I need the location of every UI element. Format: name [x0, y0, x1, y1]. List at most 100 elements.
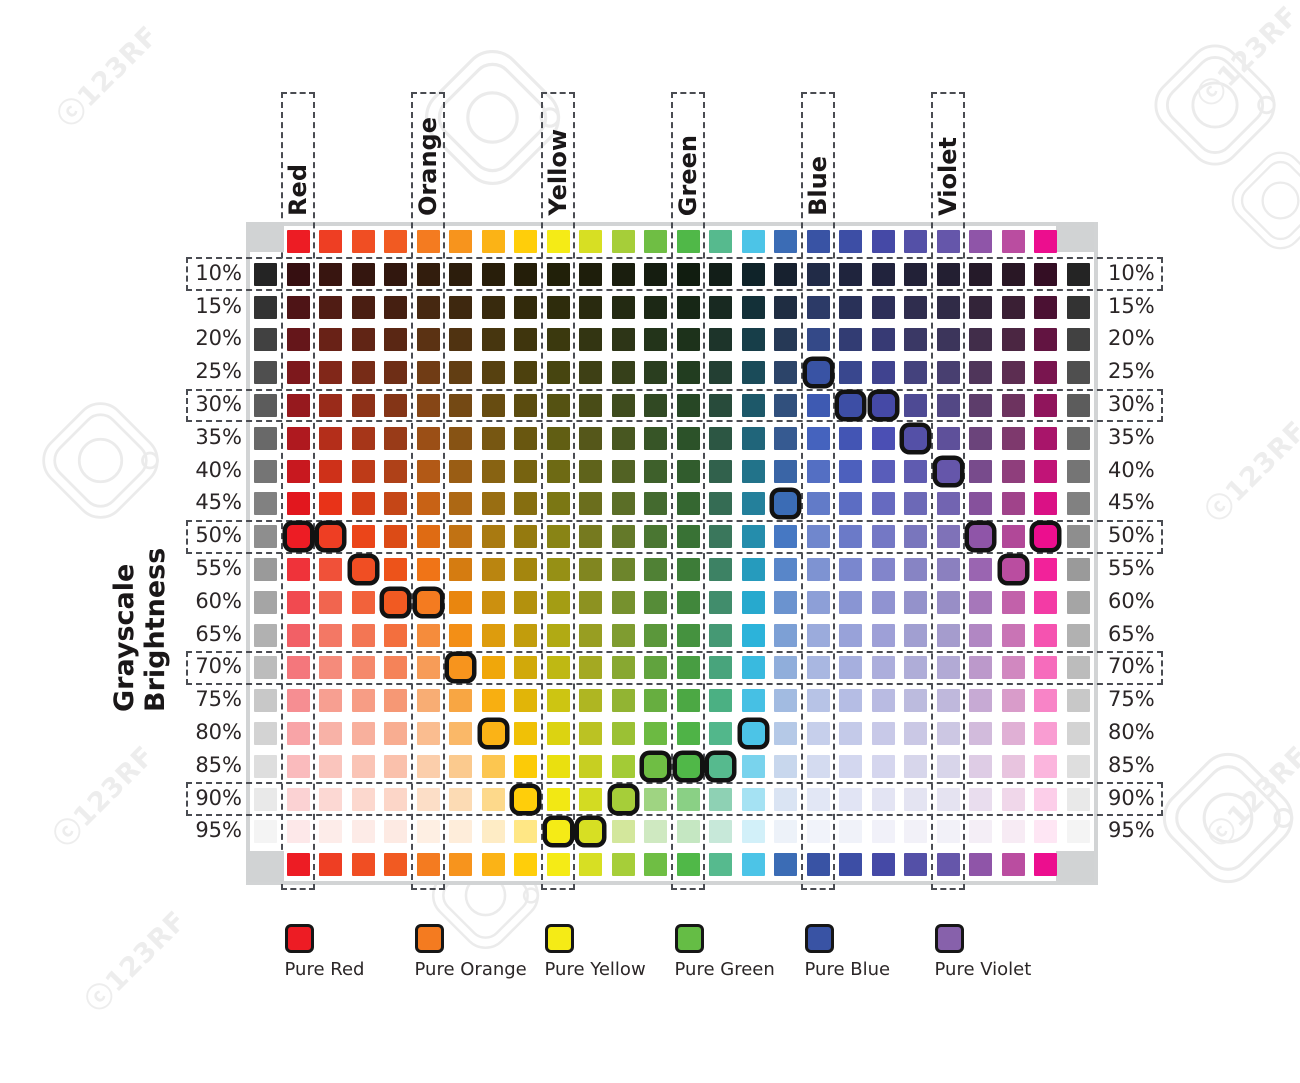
grayscale-cell [1066, 557, 1090, 581]
pure-color-marker-cell [676, 754, 700, 778]
grid-cell [319, 262, 342, 286]
grid-cell [449, 459, 472, 483]
grid-cell [839, 623, 862, 647]
grid-cell [611, 328, 635, 352]
grid-cell [286, 820, 310, 844]
grid-cell [839, 721, 862, 745]
pure-hue-cell [351, 230, 375, 253]
hue-label-green: Green [671, 94, 706, 216]
grid-cell [644, 820, 667, 844]
grid-cell [481, 656, 505, 680]
grid-cell [644, 393, 667, 417]
grid-cell [611, 754, 635, 778]
grid-cell [481, 492, 505, 516]
brightness-label-left-30: 30% [195, 392, 242, 416]
pure-hue-cell [1034, 853, 1057, 877]
grid-cell [286, 689, 310, 713]
grid-cell [741, 426, 765, 450]
grid-cell [481, 361, 505, 385]
grid-cell [514, 328, 537, 352]
grid-cell [579, 754, 602, 778]
grid-cell [936, 787, 960, 811]
brightness-row-guide [186, 782, 1163, 816]
pure-hue-cell [384, 853, 407, 877]
grid-cell [416, 623, 440, 647]
grid-cell [546, 689, 570, 713]
grid-cell [611, 426, 635, 450]
grid-cell [806, 590, 830, 614]
grid-cell [644, 787, 667, 811]
pure-hue-cell [806, 853, 830, 877]
grid-cell [416, 328, 440, 352]
grid-cell [969, 492, 992, 516]
grid-cell [546, 361, 570, 385]
grid-cell [644, 295, 667, 319]
grid-cell [676, 557, 700, 581]
grid-cell [546, 721, 570, 745]
hue-label-orange: Orange [411, 94, 446, 216]
grid-cell [871, 525, 895, 549]
grid-cell [969, 295, 992, 319]
grid-cell [286, 262, 310, 286]
grid-cell [1001, 820, 1025, 844]
grid-cell [871, 787, 895, 811]
grid-cell [936, 295, 960, 319]
grid-cell [709, 557, 732, 581]
brightness-label-left-95: 95% [195, 818, 242, 843]
grid-cell [384, 623, 407, 647]
brightness-row-guide [186, 257, 1163, 292]
legend-swatch [934, 924, 964, 953]
grid-cell [481, 262, 505, 286]
grid-cell [709, 295, 732, 319]
grid-cell [319, 295, 342, 319]
grid-cell [514, 525, 537, 549]
grid-cell [514, 721, 537, 745]
grid-cell [871, 754, 895, 778]
grid-cell [416, 459, 440, 483]
grayscale-cell [1066, 459, 1090, 483]
grid-cell [351, 689, 375, 713]
grid-cell [546, 393, 570, 417]
grid-cell [774, 787, 797, 811]
grid-cell [676, 426, 700, 450]
brightness-label-left-80: 80% [195, 720, 242, 744]
grid-cell [351, 492, 375, 516]
grid-cell [1034, 623, 1057, 647]
brightness-label-left-15: 15% [195, 293, 242, 318]
grid-cell [416, 525, 440, 549]
grid-cell [839, 525, 862, 549]
grid-cell [579, 525, 602, 549]
grid-cell [1001, 328, 1025, 352]
grid-cell [449, 754, 472, 778]
grid-corner-spacer [254, 230, 277, 253]
grid-cell [1034, 590, 1057, 614]
grayscale-cell [1066, 689, 1090, 713]
grid-cell [546, 525, 570, 549]
grid-cell [969, 721, 992, 745]
grid-cell [514, 361, 537, 385]
grid-cell [351, 328, 375, 352]
grid-cell [741, 262, 765, 286]
grid-cell [969, 262, 992, 286]
grid-cell [481, 393, 505, 417]
grid-cell [741, 492, 765, 516]
grid-cell [969, 656, 992, 680]
grid-cell [1001, 393, 1025, 417]
grid-cell [579, 787, 602, 811]
grid-cell [839, 656, 862, 680]
grid-cell [774, 295, 797, 319]
brightness-label-left-55: 55% [195, 556, 242, 580]
grayscale-cell [254, 525, 277, 549]
grid-cell [611, 262, 635, 286]
grid-cell [709, 262, 732, 286]
grid-cell [579, 721, 602, 745]
pure-hue-cell [514, 853, 537, 877]
grid-cell [936, 262, 960, 286]
brightness-label-right-65: 65% [1108, 621, 1155, 646]
grid-cell [449, 262, 472, 286]
brightness-label-right-70: 70% [1108, 654, 1155, 679]
grid-cell [904, 328, 927, 352]
pure-color-marker-cell [774, 492, 797, 516]
grid-cell [351, 525, 375, 549]
grid-cell [416, 295, 440, 319]
